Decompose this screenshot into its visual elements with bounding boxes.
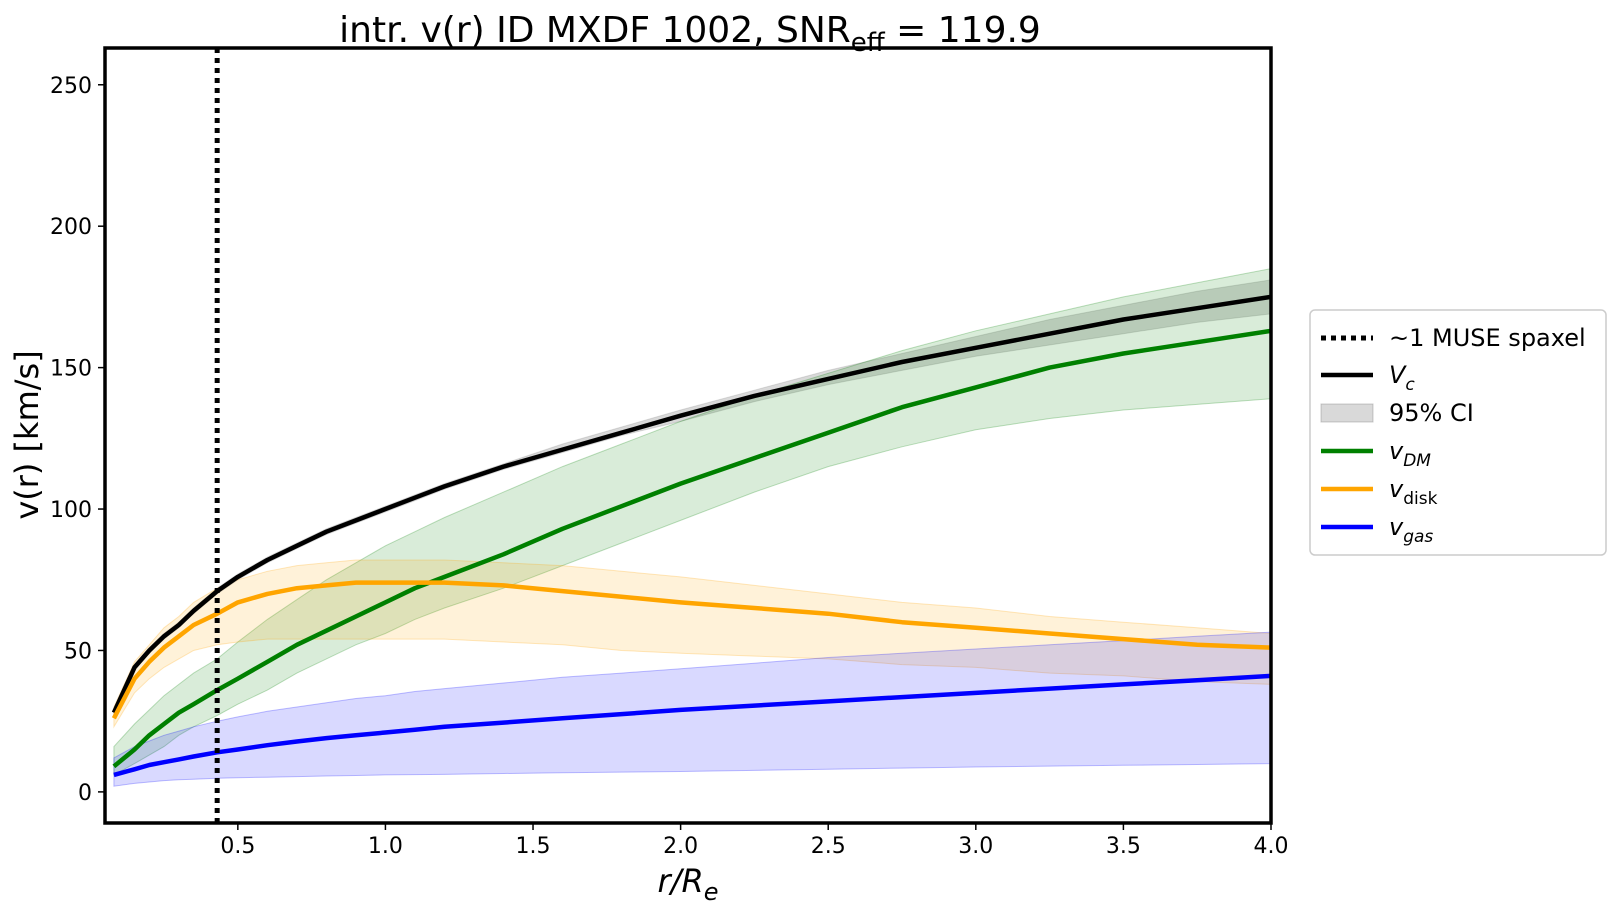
legend-ci-swatch: [1320, 403, 1374, 423]
v-c-line: [111, 294, 1271, 714]
y-tick-label: 200: [50, 215, 92, 240]
series-lines: [111, 294, 1271, 778]
legend-box: [1309, 309, 1607, 556]
legend-v-disk-label-subscript: disk: [1403, 489, 1437, 509]
legend-v-c-label-base: V: [1389, 361, 1407, 389]
v-dm-ci-band: [113, 268, 1271, 776]
y-tick-label: 150: [50, 357, 92, 382]
x-tick-label: 3.5: [1106, 834, 1141, 859]
y-tick-label: 100: [50, 498, 92, 523]
x-axis-label: r/Re: [658, 862, 719, 903]
legend-v-gas-label-subscript: gas: [1403, 527, 1433, 547]
plot-frame: [103, 46, 1273, 825]
legend-v-gas-label-base: v: [1389, 513, 1404, 541]
title-suffix: = 119.9: [885, 10, 1041, 51]
legend-v-dm-label-subscript: DM: [1403, 451, 1431, 471]
legend-spaxel-label: ~1 MUSE spaxel: [1389, 324, 1586, 352]
legend-v-gas-label: vgas: [1389, 513, 1433, 547]
x-tick-label: 2.5: [811, 834, 846, 859]
x-tick-label: 1.5: [516, 834, 551, 859]
v-disk-ci-band: [113, 559, 1271, 729]
legend-ci-label: 95% CI: [1389, 399, 1474, 427]
y-tick-label: 250: [50, 74, 92, 99]
x-tick-label: 0.5: [220, 834, 255, 859]
legend-v-dm-label: vDM: [1389, 437, 1431, 471]
x-axis-label-subscript: e: [704, 878, 719, 903]
legend-v-c-label: Vc: [1389, 361, 1415, 395]
v-gas-line: [113, 673, 1271, 778]
x-axis-label-base: r/R: [658, 862, 704, 900]
x-tick-label: 1.0: [368, 834, 403, 859]
legend-v-dm-label-base: v: [1389, 437, 1404, 465]
title-subscript: eff: [851, 28, 886, 58]
v-disk-line: [111, 580, 1271, 720]
v-c-ci-band: [113, 279, 1271, 716]
legend-v-c-label-subscript: c: [1405, 375, 1415, 395]
v-dm-line: [112, 328, 1271, 769]
x-axis-ticks: 0.5 1.0 1.5 2.0 2.5 3.0 3.5 4.0: [220, 823, 1289, 859]
title-main: intr. v(r) ID MXDF 1002, SNR: [339, 10, 851, 51]
legend-v-disk-label: vdisk: [1389, 475, 1438, 509]
legend-v-disk-label-base: v: [1389, 475, 1404, 503]
y-tick-label: 0: [78, 781, 92, 806]
y-axis-label: v(r) [km/s]: [8, 350, 46, 519]
x-tick-label: 4.0: [1254, 834, 1289, 859]
y-tick-label: 50: [64, 639, 92, 664]
x-tick-label: 2.0: [663, 834, 698, 859]
chart-title: intr. v(r) ID MXDF 1002, SNReff = 119.9: [339, 10, 1041, 58]
y-axis-ticks: 0 50 100 150 200 250: [50, 74, 105, 806]
x-tick-label: 3.0: [958, 834, 993, 859]
